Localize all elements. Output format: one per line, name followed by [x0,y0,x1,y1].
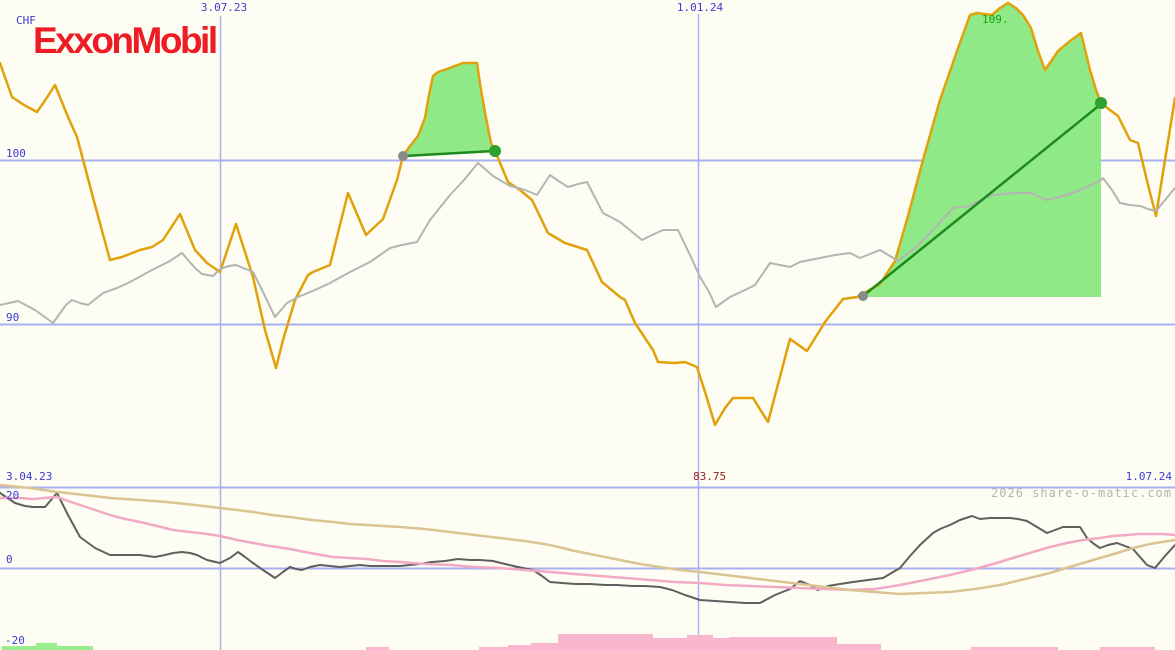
green-histogram-bar [57,646,93,650]
pink-histogram-bar [729,637,837,650]
y-axis-label-90: 90 [6,311,20,324]
period-low-label: 83.75 [693,470,727,483]
currency-label: CHF [16,14,36,27]
osc-axis-label-0: 0 [6,553,13,566]
y-axis-label-100: 100 [6,147,26,160]
pink-histogram-bar [713,638,729,650]
pink-histogram-bar [479,647,508,650]
pink-histogram-bar [837,644,881,650]
green-histogram-bar [36,643,57,650]
benchmark-index [0,162,1175,324]
green-histogram-bar [2,646,36,650]
price-chf [0,1,1175,427]
watermark: 2026 share-o-matic.com [991,486,1172,500]
trend-segment-2 [862,103,1102,297]
axis-date-bottom-left: 3.04.23 [6,470,53,483]
exit-dot-1 [489,145,501,157]
axis-date-top-left: 3.07.23 [200,1,248,14]
momentum-signal-slow [0,483,1175,596]
momentum-signal-fast [0,495,1175,592]
momentum-line [0,492,1175,604]
exxonmobil-logo: ExxonMobil [33,20,218,61]
pink-histogram-bar [971,647,1058,650]
exit-dot-2 [1095,97,1107,109]
axis-date-top-mid: 1.01.24 [676,1,724,14]
trend-segment-1 [403,149,495,158]
osc-axis-label-neg20: -20 [5,634,25,647]
pink-histogram-bar [558,634,653,650]
pink-histogram-bar [1100,647,1155,650]
pink-histogram-bar [366,647,389,650]
period-high-label: 109. [982,13,1009,26]
pink-histogram-bar [653,638,687,650]
entry-dot-2 [858,291,868,301]
pink-histogram-bar [687,635,713,650]
pink-histogram-bar [531,643,558,650]
axis-date-bottom-right: 1.07.24 [1125,470,1172,483]
entry-dot-1 [398,151,408,161]
signal-zone-1 [403,63,495,156]
pink-histogram-bar [508,645,531,650]
osc-axis-label-20: 20 [6,489,20,502]
signal-zone-2 [866,3,1101,297]
